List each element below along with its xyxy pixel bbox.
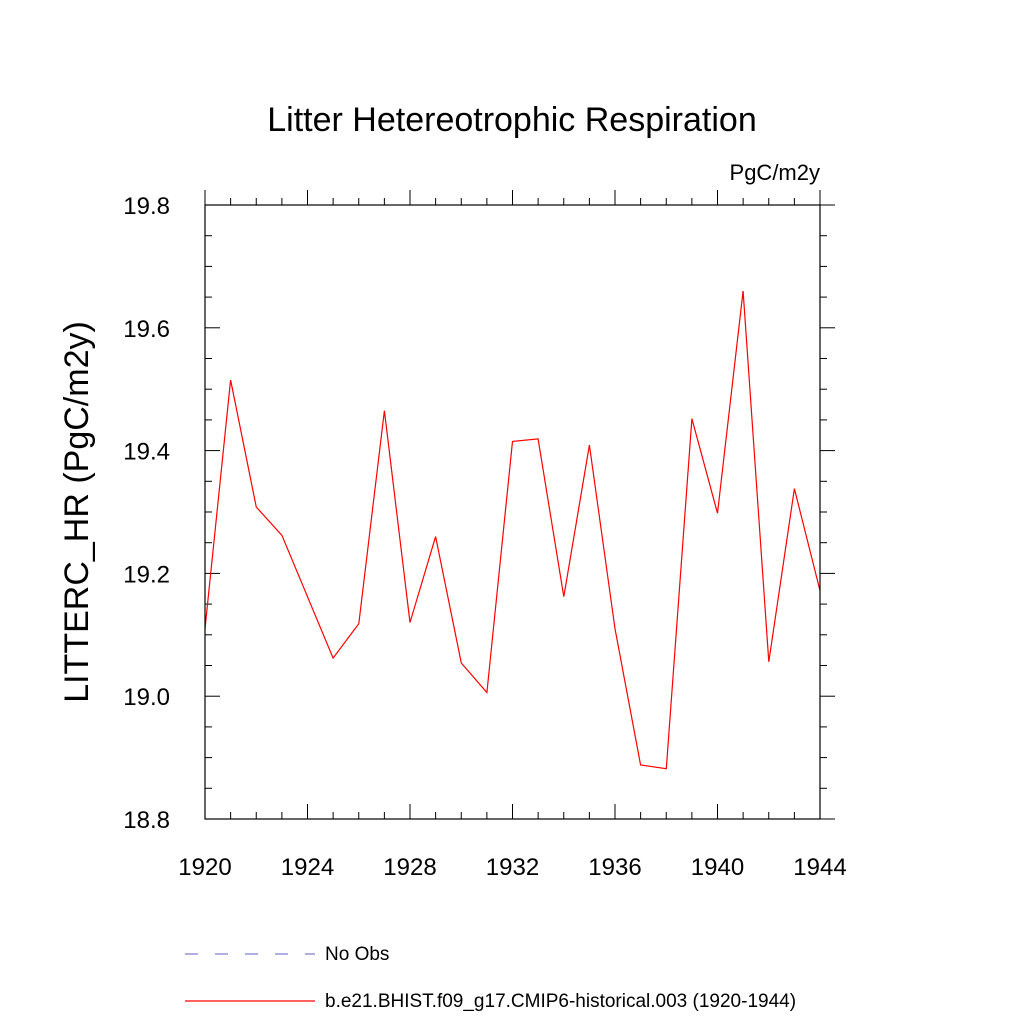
data-series: [204, 290, 821, 770]
x-tick-label: 1932: [486, 854, 539, 881]
x-tick-label: 1940: [691, 854, 744, 881]
series-line-historical: [204, 290, 821, 770]
y-tick-label: 19.6: [123, 316, 170, 343]
x-tick-label: 1920: [178, 854, 231, 881]
x-tick-label: 1928: [383, 854, 436, 881]
axis-ticks: [204, 190, 835, 820]
units-label: PgC/m2y: [730, 160, 820, 185]
y-tick-label: 19.4: [123, 439, 170, 466]
x-tick-label: 1944: [793, 854, 846, 881]
x-tick-label: 1936: [588, 854, 641, 881]
y-axis-label: LITTERC_HR (PgC/m2y): [58, 321, 96, 703]
y-tick-label: 19.2: [123, 561, 170, 588]
y-tick-label: 19.0: [123, 684, 170, 711]
chart-title: Litter Hetereotrophic Respiration: [267, 101, 756, 139]
x-tick-label: 1924: [281, 854, 334, 881]
legend-label-no-obs: No Obs: [325, 944, 389, 965]
plot-frame: [204, 204, 821, 820]
y-tick-label: 18.8: [123, 807, 170, 834]
y-tick-label: 19.8: [123, 193, 170, 220]
axis-tick-labels: 18.8 19.0 19.2 19.4 19.6 19.8 1920 1924 1928 1932…: [123, 193, 846, 881]
legend-label-historical: b.e21.BHIST.f09_g17.CMIP6-historical.003…: [325, 991, 796, 1012]
legend: No Obs b.e21.BHIST.f09_g17.CMIP6-histori…: [185, 944, 796, 1012]
